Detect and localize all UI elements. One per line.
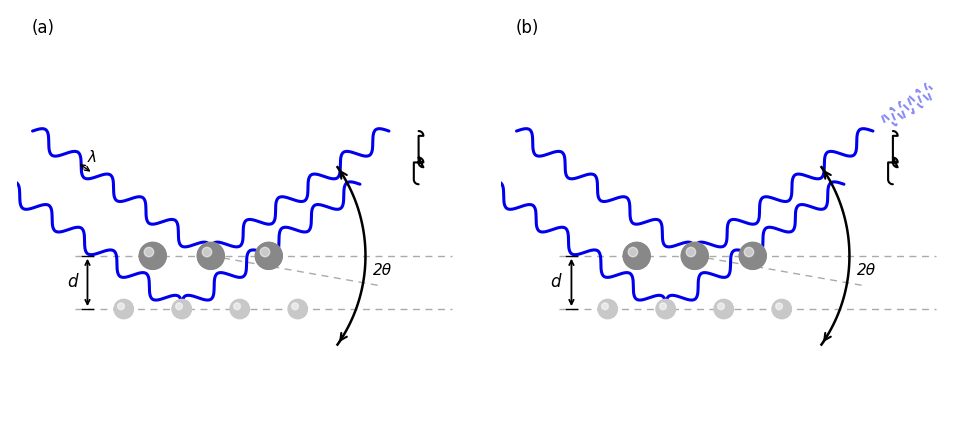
Circle shape bbox=[686, 247, 695, 257]
Text: λ: λ bbox=[87, 151, 97, 166]
Circle shape bbox=[656, 299, 675, 319]
Circle shape bbox=[775, 303, 782, 310]
Circle shape bbox=[739, 242, 766, 270]
Circle shape bbox=[234, 303, 240, 310]
Circle shape bbox=[176, 303, 183, 310]
Circle shape bbox=[291, 303, 298, 310]
Circle shape bbox=[255, 242, 282, 270]
Circle shape bbox=[288, 299, 307, 319]
Circle shape bbox=[622, 242, 650, 270]
Circle shape bbox=[172, 299, 191, 319]
Circle shape bbox=[114, 299, 133, 319]
Text: (a): (a) bbox=[32, 19, 55, 37]
Text: (b): (b) bbox=[515, 19, 538, 37]
Circle shape bbox=[144, 247, 153, 257]
Circle shape bbox=[197, 242, 224, 270]
Circle shape bbox=[771, 299, 790, 319]
Circle shape bbox=[601, 303, 608, 310]
Circle shape bbox=[627, 247, 637, 257]
Circle shape bbox=[202, 247, 211, 257]
Text: 2θ: 2θ bbox=[856, 263, 875, 278]
Circle shape bbox=[743, 247, 753, 257]
Circle shape bbox=[597, 299, 616, 319]
Text: d: d bbox=[550, 274, 561, 291]
Circle shape bbox=[713, 299, 733, 319]
Circle shape bbox=[717, 303, 724, 310]
Circle shape bbox=[139, 242, 166, 270]
Text: 2θ: 2θ bbox=[372, 263, 392, 278]
Circle shape bbox=[117, 303, 124, 310]
Circle shape bbox=[230, 299, 249, 319]
Text: d: d bbox=[66, 274, 77, 291]
Circle shape bbox=[260, 247, 270, 257]
Circle shape bbox=[681, 242, 707, 270]
Circle shape bbox=[658, 303, 665, 310]
